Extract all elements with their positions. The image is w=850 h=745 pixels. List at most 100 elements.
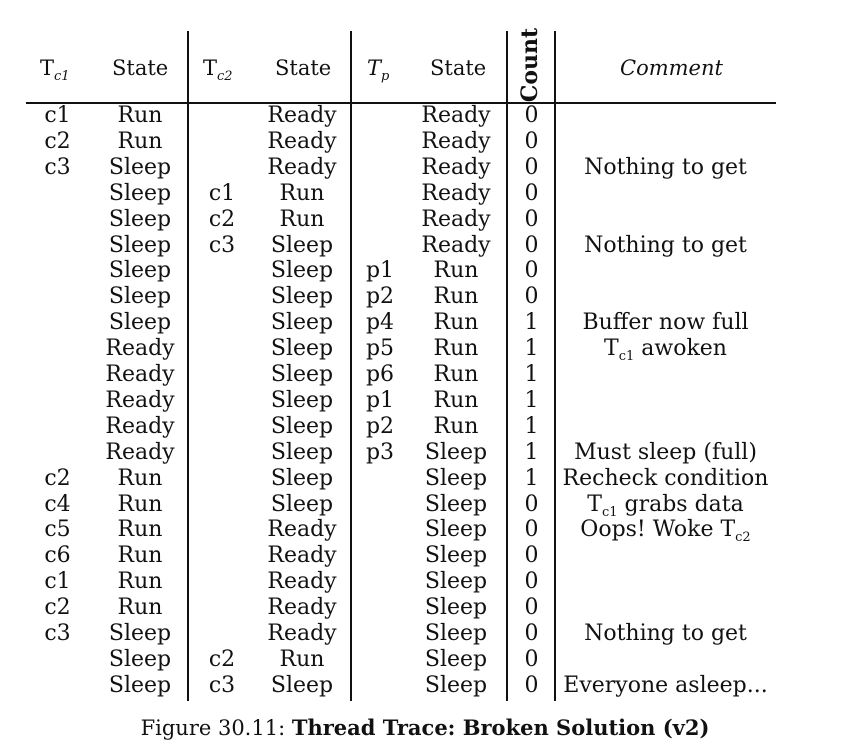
- table-count-cell: 0: [524, 569, 539, 595]
- table-tp-cell: p4: [365, 310, 395, 336]
- table-state3-cell: Ready: [421, 180, 491, 206]
- table-tp-cell: p2: [365, 284, 395, 310]
- table-state1-cell: Run: [117, 569, 163, 595]
- caption-label: Figure 30.11:: [140, 716, 286, 740]
- table-tc1-cell: c3: [44, 621, 71, 646]
- table-state3-cell: Sleep: [424, 569, 488, 595]
- table-state3-cell: Sleep: [424, 439, 488, 465]
- header-tp-main: T: [367, 56, 382, 80]
- table-state2-cell: Ready: [267, 543, 337, 569]
- table-comment-cell: Tc1 awoken: [604, 336, 727, 365]
- table-tc1-cell: c1: [44, 103, 71, 128]
- header-rule: [26, 102, 776, 104]
- table-state1-cell: Ready: [105, 387, 175, 413]
- table-state1-cell: Sleep: [108, 180, 172, 206]
- table-tc2-cell: c3: [208, 672, 236, 698]
- table-count-cell: 0: [524, 103, 539, 128]
- table-tc1-cell: c2: [44, 128, 71, 154]
- table-count-cell: 0: [524, 284, 539, 310]
- header-count: Count: [517, 27, 543, 103]
- table-count-cell: 1: [524, 439, 539, 465]
- table-state3-cell: Run: [433, 336, 479, 362]
- table-state2-cell: Run: [279, 646, 325, 672]
- table-state2-cell: Sleep: [270, 439, 334, 465]
- table-comment-cell: Everyone asleep...: [563, 672, 768, 698]
- table-tp-cell: p1: [365, 258, 395, 284]
- table-state3-cell: Run: [433, 310, 479, 336]
- table-comment-cell: Oops! Woke Tc2: [580, 517, 751, 546]
- table-tp-cell: p5: [365, 336, 395, 362]
- column-divider-1: [187, 31, 189, 701]
- table-state2-cell: Sleep: [270, 310, 334, 336]
- header-tc1-main: T: [40, 56, 55, 80]
- table-count-cell: 1: [524, 413, 539, 439]
- table-count-cell: 0: [524, 154, 539, 180]
- table-tc2-cell: c1: [208, 180, 236, 206]
- header-state-3: State: [430, 56, 487, 80]
- table-state1-cell: Sleep: [108, 621, 172, 646]
- column-divider-2: [350, 31, 352, 701]
- table-state1-cell: Sleep: [108, 672, 172, 698]
- table-state3-cell: Run: [433, 284, 479, 310]
- table-count-cell: 0: [524, 206, 539, 232]
- table-count-cell: 0: [524, 232, 539, 258]
- header-tp-sub: p: [381, 69, 390, 84]
- table-count-cell: 0: [524, 128, 539, 154]
- table-state2-cell: Ready: [267, 595, 337, 621]
- table-count-cell: 1: [524, 362, 539, 387]
- table-tp-cell: p6: [365, 362, 395, 387]
- table-count-cell: 1: [524, 465, 539, 491]
- table-tc2-cell: c3: [208, 232, 236, 258]
- table-state3-cell: Sleep: [424, 517, 488, 543]
- table-state1-cell: Run: [117, 595, 163, 621]
- header-tc1: Tc1: [40, 55, 70, 85]
- table-state1-cell: Ready: [105, 439, 175, 465]
- table-state2-cell: Ready: [267, 517, 337, 543]
- table-state1-cell: Run: [117, 103, 163, 128]
- table-state3-cell: Sleep: [424, 595, 488, 621]
- table-state3-cell: Run: [433, 413, 479, 439]
- table-state2-cell: Sleep: [270, 413, 334, 439]
- table-count-cell: 0: [524, 621, 539, 646]
- table-tc1-cell: c4: [44, 491, 71, 517]
- table-state1-cell: Sleep: [108, 154, 172, 180]
- table-state3-cell: Sleep: [424, 491, 488, 517]
- table-count-cell: 0: [524, 595, 539, 621]
- header-state-1: State: [112, 56, 169, 80]
- table-comment-cell: Must sleep (full): [574, 439, 757, 465]
- table-state2-cell: Sleep: [270, 465, 334, 491]
- caption-title: Thread Trace: Broken Solution (v2): [291, 715, 710, 740]
- table-state1-cell: Ready: [105, 413, 175, 439]
- table-tc1-cell: c6: [44, 543, 71, 569]
- table-state2-cell: Ready: [267, 569, 337, 595]
- table-tc1-cell: c2: [44, 595, 71, 621]
- table-comment-cell: Recheck condition: [562, 465, 769, 491]
- table-comment-cell: Nothing to get: [584, 621, 747, 646]
- table-state1-cell: Ready: [105, 336, 175, 362]
- header-tp: Tp: [367, 55, 389, 85]
- table-tp-cell: p1: [365, 387, 395, 413]
- column-divider-3: [506, 31, 508, 701]
- table-state2-cell: Sleep: [270, 336, 334, 362]
- table-count-cell: 0: [524, 517, 539, 543]
- column-divider-4: [554, 31, 556, 701]
- table-state3-cell: Ready: [421, 154, 491, 180]
- table-state3-cell: Ready: [421, 128, 491, 154]
- table-state2-cell: Sleep: [270, 232, 334, 258]
- table-state1-cell: Run: [117, 517, 163, 543]
- table-state2-cell: Sleep: [270, 362, 334, 387]
- table-state3-cell: Ready: [421, 103, 491, 128]
- table-state1-cell: Run: [117, 543, 163, 569]
- table-tc2-cell: c2: [208, 206, 236, 232]
- table-count-cell: 0: [524, 258, 539, 284]
- table-tc1-cell: c5: [44, 517, 71, 543]
- table-state2-cell: Run: [279, 180, 325, 206]
- table-state1-cell: Run: [117, 491, 163, 517]
- table-state1-cell: Sleep: [108, 310, 172, 336]
- table-state1-cell: Sleep: [108, 206, 172, 232]
- table-state3-cell: Sleep: [424, 672, 488, 698]
- table-state2-cell: Sleep: [270, 491, 334, 517]
- table-count-cell: 1: [524, 310, 539, 336]
- header-comment: Comment: [620, 56, 723, 80]
